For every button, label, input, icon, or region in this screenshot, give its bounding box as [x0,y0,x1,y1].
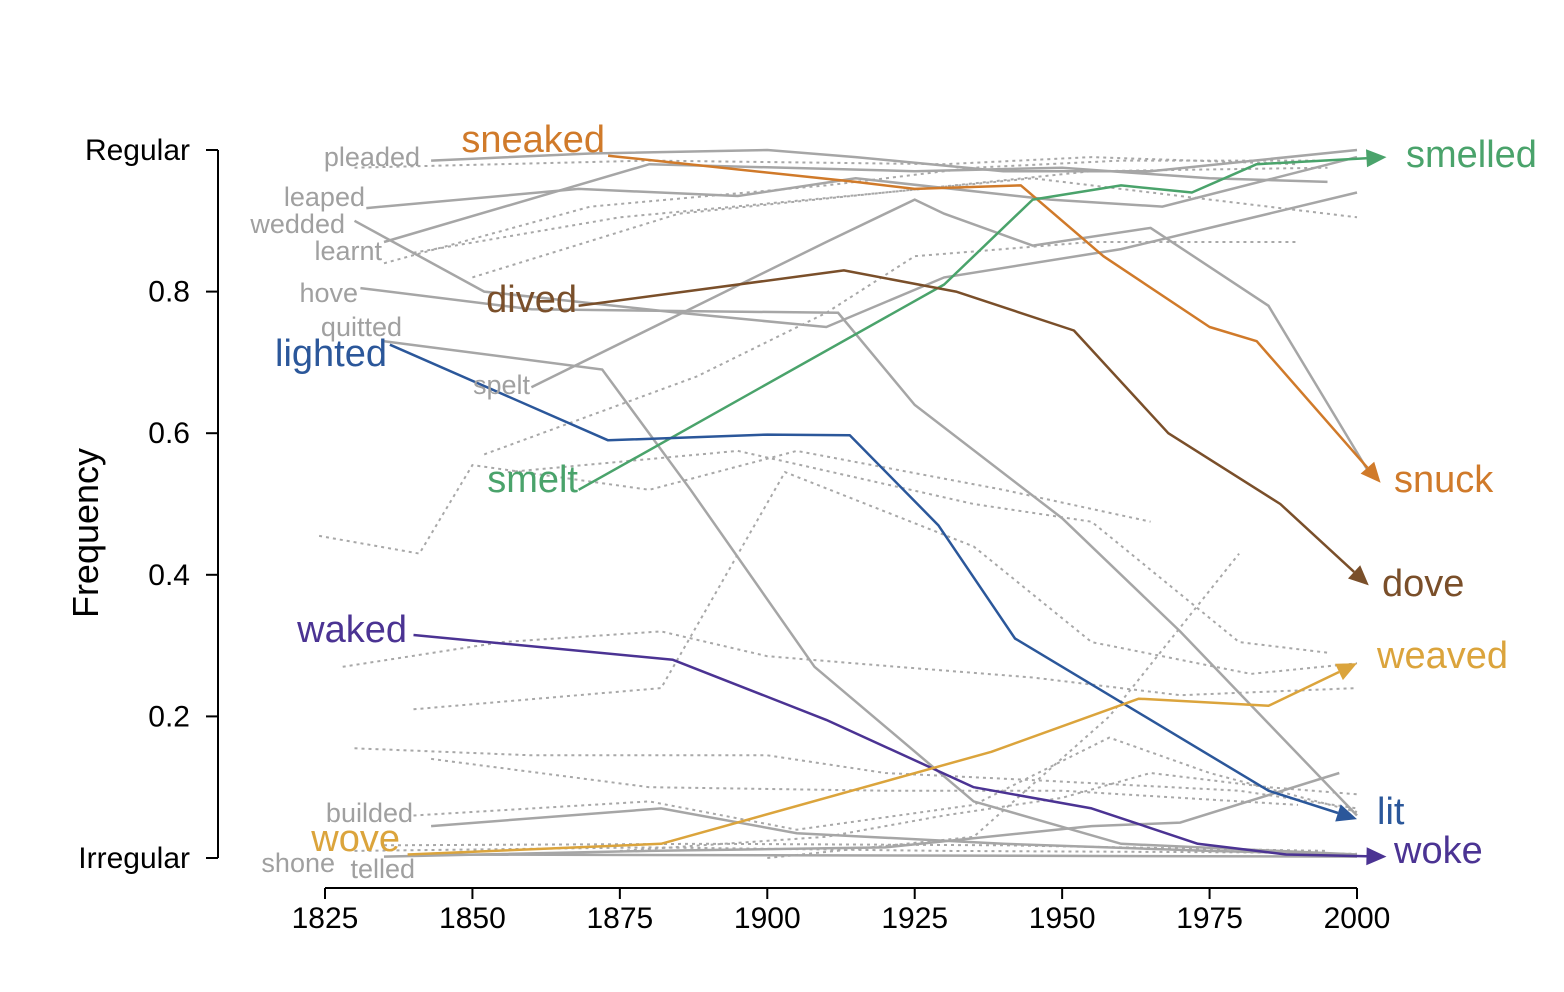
dashed-series-line-16 [383,842,1328,852]
dashed-series-line-11 [430,757,1299,806]
series-line-snuck [607,154,1369,469]
label-snuck: snuck [1394,459,1494,501]
y-tick-label-regular: Regular [85,134,190,167]
x-tick-label-1825: 1825 [292,902,359,935]
series-line-quitted [383,339,1358,856]
x-tick-label-1850: 1850 [439,902,506,935]
label-wedded: wedded [249,209,345,239]
label-spelt: spelt [473,370,531,400]
series-line-leaped [366,155,1358,210]
x-tick-label-1925: 1925 [881,902,948,935]
dashed-series-line-1 [354,156,1299,169]
label-hove: hove [299,278,358,308]
solid-gray-series-group [353,148,1370,858]
y-tick-label-0-4: 0.4 [148,559,190,592]
x-tick-label-1900: 1900 [734,902,801,935]
series-line-weaved [407,670,1340,856]
x-axis: 1825 1850 1875 1900 1925 1950 1975 2000 [292,887,1391,935]
x-tick-label-1975: 1975 [1176,902,1243,935]
label-builded: builded [326,798,413,828]
label-wove: wove [310,818,400,860]
dashed-series-line-5 [483,241,1298,456]
arrowhead-weaved [1335,663,1357,681]
dashed-series-line-6 [318,449,1151,555]
label-leaped: leaped [284,182,365,212]
dashed-series-line-7 [507,449,1328,654]
label-sneaked: sneaked [461,119,605,161]
dashed-series-line-8 [342,630,1358,697]
label-woke: woke [1393,830,1483,872]
dashed-series-line-4 [472,177,1358,279]
series-line-woke [413,633,1367,858]
arrowhead-snuck [1360,461,1381,483]
dashed-series-line-9 [413,470,1358,711]
arrowhead-smelled [1366,149,1387,168]
label-smelled: smelled [1406,134,1537,176]
y-axis: Irregular 0.2 0.4 0.6 0.8 Regular [78,134,219,875]
y-tick-label-0-6: 0.6 [148,417,190,450]
series-line-wedded [353,191,1358,329]
label-waked: waked [296,609,407,651]
dashed-gray-series-group [318,156,1358,859]
y-tick-label-0-8: 0.8 [148,276,190,309]
label-quitted: quitted [321,312,402,342]
dashed-series-line-2 [383,159,1328,265]
label-lighted: lighted [275,333,387,375]
label-lit: lit [1377,791,1405,833]
series-line-telled [413,853,1358,858]
dashed-series-line-13 [619,771,1358,852]
highlighted-series-group [389,149,1387,866]
dashed-series-line-10 [354,747,1358,810]
label-learnt: learnt [314,236,382,266]
series-line-smelled [577,156,1367,491]
label-dived: dived [486,279,577,321]
series-line-builded [431,807,1358,856]
label-telled: telled [350,854,415,884]
series-line-pleaded [431,148,1358,173]
series-line-shone [383,771,1340,858]
y-tick-label-0-2: 0.2 [148,700,190,733]
label-smelt: smelt [487,459,578,501]
x-tick-label-1950: 1950 [1029,902,1096,935]
arrowhead-woke [1366,847,1387,866]
label-weaved: weaved [1376,635,1508,677]
label-dove: dove [1382,563,1464,605]
y-axis-title: Frequency [65,448,106,618]
dashed-series-line-14 [767,552,1240,859]
series-line-lit [389,343,1339,815]
y-tick-label-irregular: Irregular [78,842,190,875]
arrowhead-dove [1348,565,1369,586]
series-line-spelt [530,198,1370,473]
label-shone: shone [261,848,335,878]
series-line-hove [360,286,1358,817]
x-tick-label-1875: 1875 [586,902,653,935]
label-pleaded: pleaded [324,142,420,172]
arrowhead-lit [1335,804,1357,822]
series-line-dove [578,269,1355,573]
x-tick-label-2000: 2000 [1324,902,1391,935]
series-line-learnt [383,162,1328,244]
